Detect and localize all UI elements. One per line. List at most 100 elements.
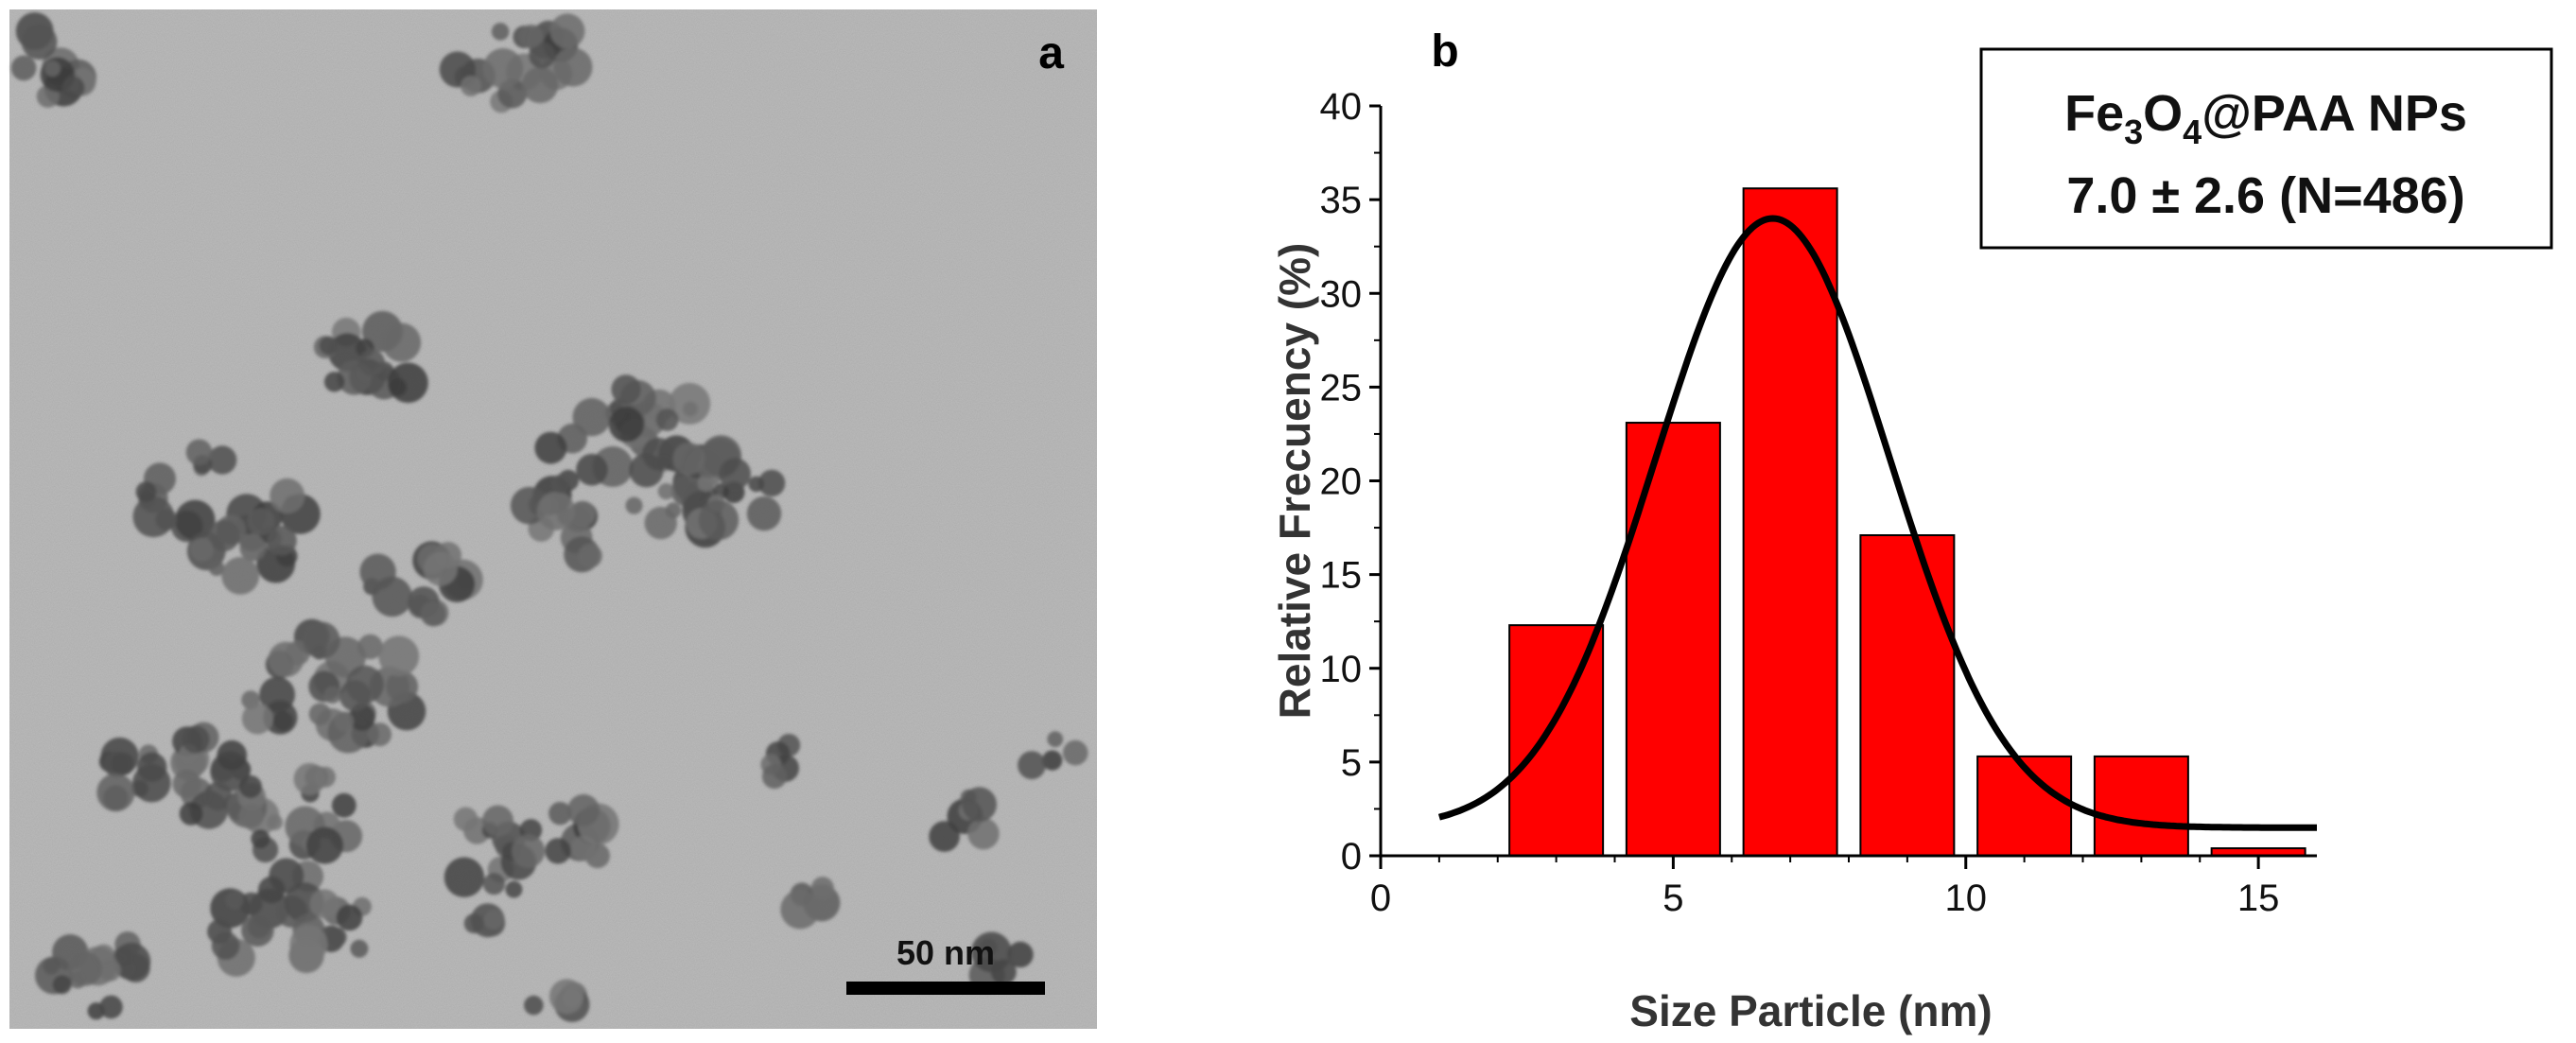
nanoparticle bbox=[135, 481, 157, 502]
y-tick-label: 0 bbox=[1341, 836, 1362, 878]
nanoparticle bbox=[669, 382, 711, 425]
nanoparticle bbox=[562, 987, 583, 1009]
nanoparticle bbox=[326, 927, 347, 947]
histogram-bars bbox=[1508, 187, 2306, 858]
nanoparticle bbox=[211, 931, 240, 960]
nanoparticle bbox=[463, 913, 484, 934]
nanoparticle bbox=[629, 453, 664, 488]
nanoparticle bbox=[175, 499, 216, 540]
nanoparticle bbox=[780, 889, 820, 930]
nanoparticle bbox=[551, 474, 571, 494]
nanoparticle bbox=[482, 805, 513, 837]
nanoparticle bbox=[572, 397, 611, 437]
x-tick-label: 15 bbox=[2237, 878, 2280, 919]
nanoparticle bbox=[247, 508, 275, 536]
histogram-bar-3 bbox=[1742, 187, 1838, 858]
histogram-bar-4 bbox=[1859, 533, 1956, 857]
nanoparticle bbox=[534, 431, 567, 464]
nanoparticle bbox=[267, 526, 297, 556]
nanoparticle bbox=[388, 362, 428, 404]
nanoparticle bbox=[529, 42, 556, 69]
nanoparticle bbox=[238, 774, 262, 799]
nanoparticle bbox=[657, 482, 675, 500]
nanoparticle bbox=[99, 995, 123, 1019]
nanoparticle bbox=[43, 957, 61, 975]
nanoparticle bbox=[553, 47, 593, 87]
nanoparticle bbox=[482, 47, 524, 89]
nanoparticle bbox=[512, 834, 546, 868]
nanoparticle bbox=[748, 476, 764, 493]
y-tick-label: 10 bbox=[1320, 649, 1363, 690]
nanoparticle bbox=[289, 925, 328, 964]
nanoparticle bbox=[308, 703, 332, 725]
x-tick-label: 0 bbox=[1370, 878, 1391, 919]
nanoparticle bbox=[549, 13, 585, 49]
nanoparticle bbox=[305, 826, 343, 864]
nanoparticle bbox=[576, 453, 608, 486]
panel-a-label: a bbox=[1038, 28, 1064, 78]
nanoparticle bbox=[1062, 739, 1088, 766]
nanoparticle bbox=[221, 557, 260, 595]
nanoparticle bbox=[697, 474, 715, 493]
nanoparticle bbox=[113, 942, 151, 981]
nanoparticle bbox=[810, 877, 834, 900]
histogram-bar-2 bbox=[1625, 422, 1721, 857]
nanoparticle bbox=[251, 829, 270, 849]
nanoparticle bbox=[548, 802, 572, 826]
axes: 0 5 10 15 20 25 30 35 40 0 5 10 15 bbox=[1320, 86, 2317, 919]
panel-b-label: b bbox=[1431, 26, 1458, 77]
legend-material: Fe3O4@PAA NPs bbox=[2064, 85, 2467, 151]
nanoparticle bbox=[190, 537, 214, 562]
legend-statistics: 7.0 ± 2.6 (N=486) bbox=[2066, 167, 2464, 224]
nanoparticle bbox=[241, 703, 273, 735]
nanoparticle bbox=[172, 770, 201, 798]
nanoparticle bbox=[238, 804, 264, 829]
nanoparticle bbox=[1042, 750, 1063, 771]
y-tick-label: 25 bbox=[1320, 367, 1363, 409]
nanoparticle bbox=[182, 725, 210, 754]
nanoparticle bbox=[270, 478, 305, 513]
y-axis-title: Relative Frecuency (%) bbox=[1270, 243, 1319, 720]
y-tick-label: 40 bbox=[1320, 86, 1363, 128]
y-tick-label: 5 bbox=[1341, 742, 1362, 784]
nanoparticle bbox=[540, 495, 560, 516]
nanoparticle bbox=[1018, 751, 1046, 780]
nanoparticle-clusters bbox=[10, 12, 1088, 1022]
nanoparticle bbox=[491, 23, 510, 41]
histogram-bar-1 bbox=[1508, 624, 1605, 858]
nanoparticle bbox=[345, 665, 384, 704]
legend-box: Fe3O4@PAA NPs 7.0 ± 2.6 (N=486) bbox=[1979, 47, 2553, 250]
nanoparticle bbox=[698, 499, 740, 541]
nanoparticle bbox=[929, 821, 960, 852]
nanoparticle bbox=[524, 995, 544, 1016]
tem-micrograph: a 50 nm bbox=[9, 9, 1097, 1029]
nanoparticle bbox=[519, 25, 544, 48]
nanoparticle bbox=[757, 469, 786, 497]
nanoparticle bbox=[323, 372, 345, 392]
nanoparticle bbox=[761, 764, 787, 790]
nanoparticle bbox=[257, 876, 286, 904]
nanoparticle bbox=[67, 951, 103, 986]
nanoparticle bbox=[382, 322, 422, 362]
nanoparticle bbox=[719, 458, 751, 490]
nanoparticle bbox=[665, 502, 682, 518]
nanoparticle bbox=[44, 61, 61, 78]
legend-frame bbox=[1979, 47, 2553, 250]
nanoparticle bbox=[268, 641, 305, 677]
scale-bar-label: 50 nm bbox=[896, 933, 995, 972]
nanoparticle bbox=[608, 407, 645, 443]
nanoparticle bbox=[323, 686, 341, 704]
size-distribution-chart: b 0 5 10 15 20 25 30 35 40 0 5 10 15 Size Particle (… bbox=[1270, 26, 2553, 1035]
nanoparticle bbox=[483, 910, 504, 930]
x-tick-label: 5 bbox=[1662, 878, 1683, 919]
y-tick-label: 35 bbox=[1320, 180, 1363, 221]
nanoparticle bbox=[293, 762, 326, 795]
nanoparticle bbox=[578, 544, 602, 568]
nanoparticle bbox=[239, 534, 267, 562]
nanoparticle bbox=[303, 621, 340, 659]
nanoparticle bbox=[61, 77, 85, 99]
nanoparticle bbox=[611, 374, 641, 405]
nanoparticle bbox=[357, 634, 383, 660]
nanoparticle bbox=[444, 857, 485, 897]
nanoparticle bbox=[334, 711, 355, 732]
